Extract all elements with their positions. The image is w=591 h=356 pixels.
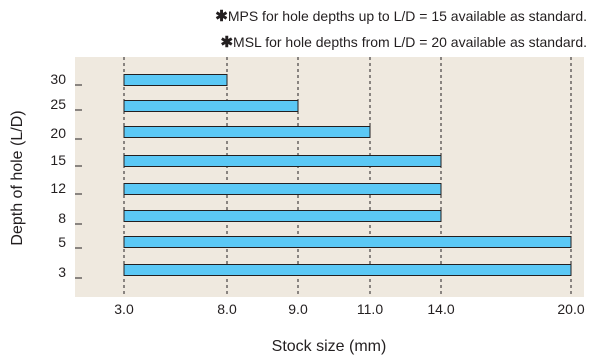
y-tick-labels: 30 25 20 15 12 8 5 3: [50, 71, 82, 280]
bar-ld-8: [123, 210, 442, 222]
bar-ld-12: [123, 183, 442, 195]
bar-ld-20: [123, 126, 371, 138]
bars: [123, 74, 572, 276]
y-axis-title: Depth of hole (L/D): [9, 110, 26, 245]
x-tick-label: 11.0: [357, 301, 383, 317]
mps-footnote-text: MPS for hole depths up to L/D = 15 avail…: [227, 8, 587, 24]
mps-footnote: ✱MPS for hole depths up to L/D = 15 avai…: [215, 7, 587, 25]
x-tick-label: 3.0: [114, 301, 134, 317]
bar-ld-5: [123, 236, 572, 248]
grid-lines: [123, 57, 572, 297]
bar-ld-25: [123, 100, 299, 112]
y-tick-label: 25: [50, 96, 66, 112]
y-tick-label: 30: [50, 71, 66, 87]
y-tick-label: 20: [50, 125, 66, 141]
y-tick-label: 8: [58, 210, 66, 226]
x-tick-label: 14.0: [427, 301, 454, 317]
x-axis-title: Stock size (mm): [272, 338, 387, 355]
bar-ld-30: [123, 74, 228, 86]
y-tick-label: 5: [58, 234, 66, 250]
x-tick-label: 20.0: [557, 301, 584, 317]
plot-area: [75, 57, 584, 297]
msl-footnote: ✱MSL for hole depths from L/D = 20 avail…: [220, 33, 587, 51]
x-tick-label: 9.0: [288, 301, 308, 317]
y-tick-label: 12: [50, 180, 66, 196]
x-tick-labels: 3.0 8.0 9.0 11.0 14.0 20.0: [114, 301, 585, 317]
asterisk-icon: ✱: [215, 8, 228, 25]
y-tick-label: 15: [50, 152, 66, 168]
bar-ld-3: [123, 264, 572, 276]
asterisk-icon: ✱: [220, 34, 234, 51]
msl-footnote-text: MSL for hole depths from L/D = 20 availa…: [233, 34, 587, 50]
y-tick-label: 3: [58, 264, 66, 280]
bar-ld-15: [123, 155, 442, 167]
x-tick-label: 8.0: [217, 301, 237, 317]
